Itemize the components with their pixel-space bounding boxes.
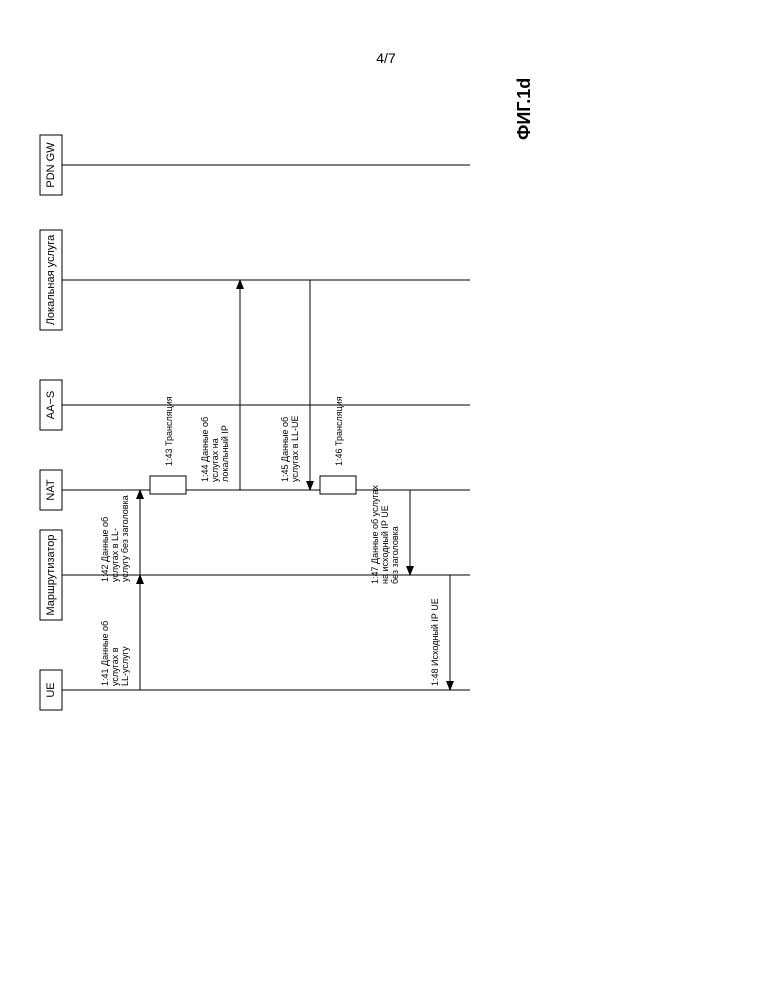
message-label-m45-0: 1:45 Данные об: [280, 417, 290, 482]
message-label-m42-2: услугу без заголовка: [120, 495, 130, 582]
message-label-m42-1: услугах в LL-: [110, 528, 120, 582]
message-label-m44-2: локальный IP: [220, 425, 230, 482]
self-call-m43: [150, 476, 186, 494]
self-call-label-m43: 1:43 Трансляция: [164, 396, 174, 466]
page: 4/7 UEМаршрутизаторNATAA−SЛокальная услу…: [0, 0, 772, 999]
message-label-m41-0: 1:41 Данные об: [100, 621, 110, 686]
actor-label-pdngw: PDN GW: [45, 142, 57, 188]
actor-label-local: Локальная услуга: [45, 234, 57, 325]
message-label-m47-1: на исходный IP UE: [380, 505, 390, 584]
message-label-m48-0: 1:48 Исходный IP UE: [430, 598, 440, 686]
message-label-m41-2: LL-услугу: [120, 646, 130, 686]
message-label-m45-1: услугах в LL-UE: [290, 415, 300, 482]
sequence-diagram: UEМаршрутизаторNATAA−SЛокальная услугаPD…: [30, 220, 730, 760]
message-label-m41-1: услугах в: [110, 647, 120, 686]
self-call-m46: [320, 476, 356, 494]
figure-label: ФИГ.1d: [514, 78, 534, 140]
actor-label-ue: UE: [45, 682, 57, 697]
self-call-label-m46: 1:46 Трансляция: [334, 396, 344, 466]
message-label-m44-1: услугах на: [210, 438, 220, 482]
message-label-m44-0: 1:44 Данные об: [200, 417, 210, 482]
message-label-m47-2: без заголовка: [390, 526, 400, 584]
actor-label-aas: AA−S: [45, 391, 57, 419]
message-label-m47-0: 1:47 Данные об услугах: [370, 485, 380, 584]
diagram-svg: UE Маршрутизатор NAT AA−S Локальная услуга PD…: [30, 60, 570, 760]
actor-label-nat: NAT: [45, 479, 57, 500]
message-label-m42-0: 1:42 Данные об: [100, 517, 110, 582]
actor-label-router: Маршрутизатор: [45, 534, 57, 615]
